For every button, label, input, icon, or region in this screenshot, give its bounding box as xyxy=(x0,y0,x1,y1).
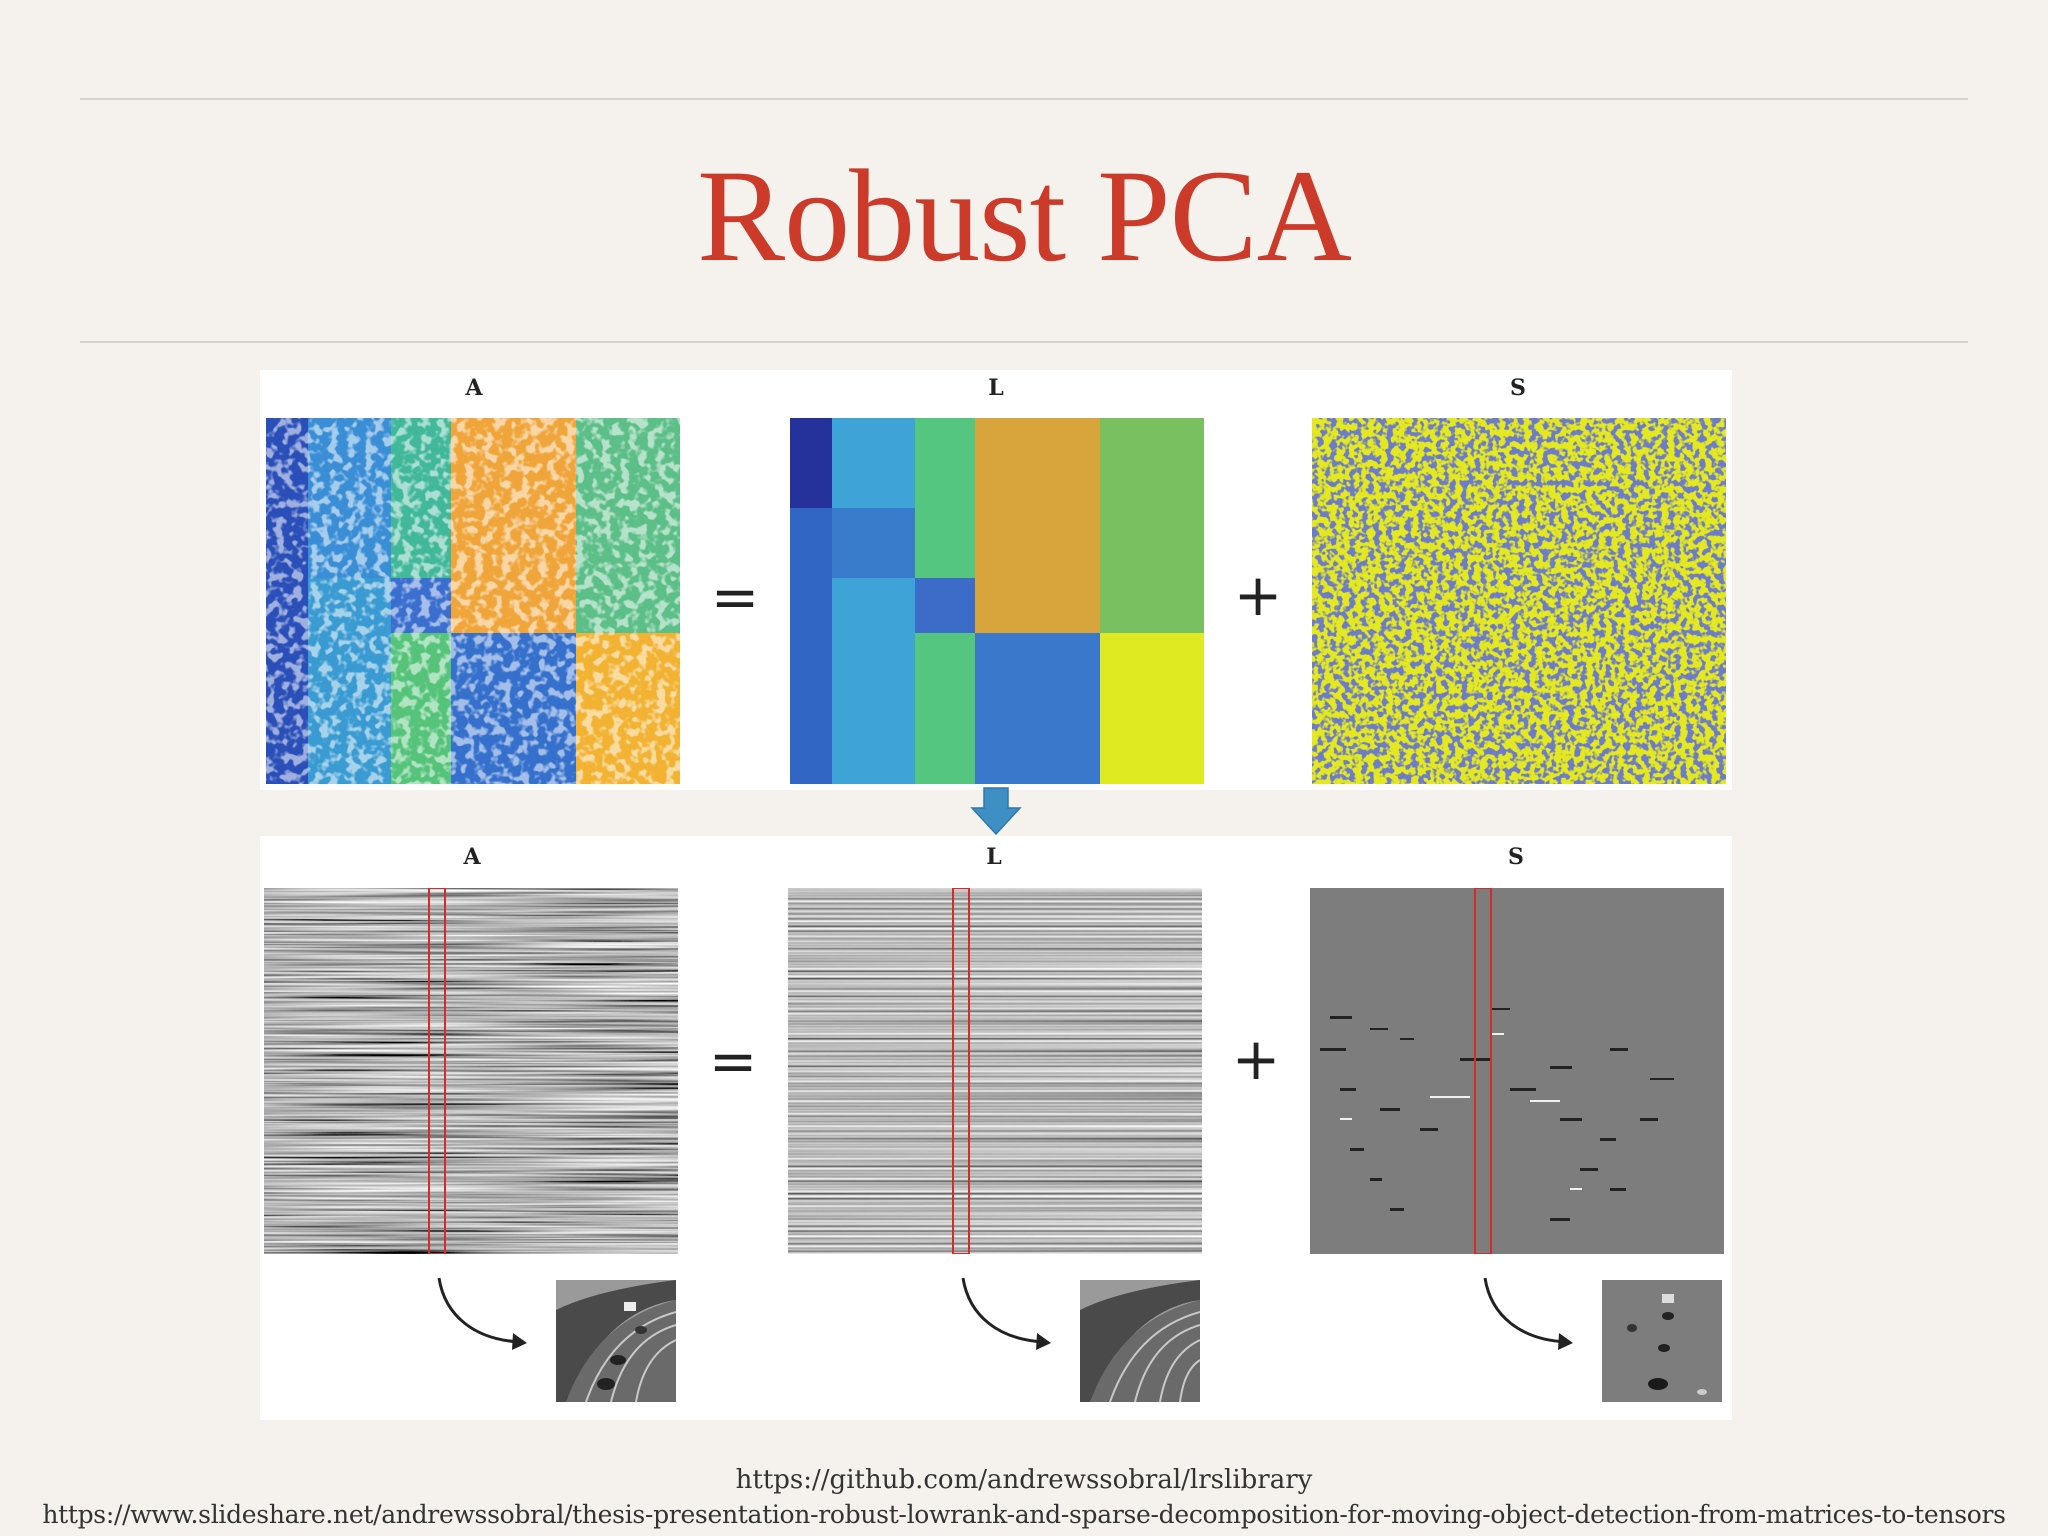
label-S-top: S xyxy=(1510,375,1526,401)
source-link-github[interactable]: https://github.com/andrewssobral/lrslibr… xyxy=(735,1465,1313,1495)
equals-sign-bottom: = xyxy=(708,1027,758,1095)
title-divider xyxy=(80,341,1968,343)
equals-sign-top: = xyxy=(710,563,760,631)
matrix-L-color xyxy=(790,418,1204,784)
curved-arrow-icon-L xyxy=(961,1277,1051,1350)
label-A-top: A xyxy=(465,375,483,401)
label-A-bottom: A xyxy=(463,844,481,870)
matrix-S-video xyxy=(1310,888,1724,1254)
plus-sign-top: + xyxy=(1233,561,1283,629)
matrix-S-color xyxy=(1312,418,1726,784)
video-frame-original xyxy=(556,1280,676,1402)
plus-sign-bottom: + xyxy=(1231,1025,1281,1093)
slide-title: Robust PCA xyxy=(697,142,1352,289)
video-frame-foreground xyxy=(1602,1280,1722,1402)
label-L-top: L xyxy=(988,375,1004,401)
top-divider xyxy=(80,98,1968,100)
top-decomposition-figure: A L S = + xyxy=(260,370,1732,790)
bottom-decomposition-figure: A L S = + xyxy=(260,836,1732,1420)
source-link-slideshare[interactable]: https://www.slideshare.net/andrewssobral… xyxy=(42,1500,2006,1529)
matrix-A-color xyxy=(266,418,680,784)
curved-arrow-icon-S xyxy=(1483,1277,1573,1350)
curved-arrow-icon-A xyxy=(437,1277,527,1350)
matrix-L-video xyxy=(788,888,1202,1254)
video-frame-background xyxy=(1080,1280,1200,1402)
down-arrow-icon xyxy=(970,787,1022,836)
label-L-bottom: L xyxy=(986,844,1002,870)
label-S-bottom: S xyxy=(1508,844,1524,870)
matrix-A-video xyxy=(264,888,678,1254)
